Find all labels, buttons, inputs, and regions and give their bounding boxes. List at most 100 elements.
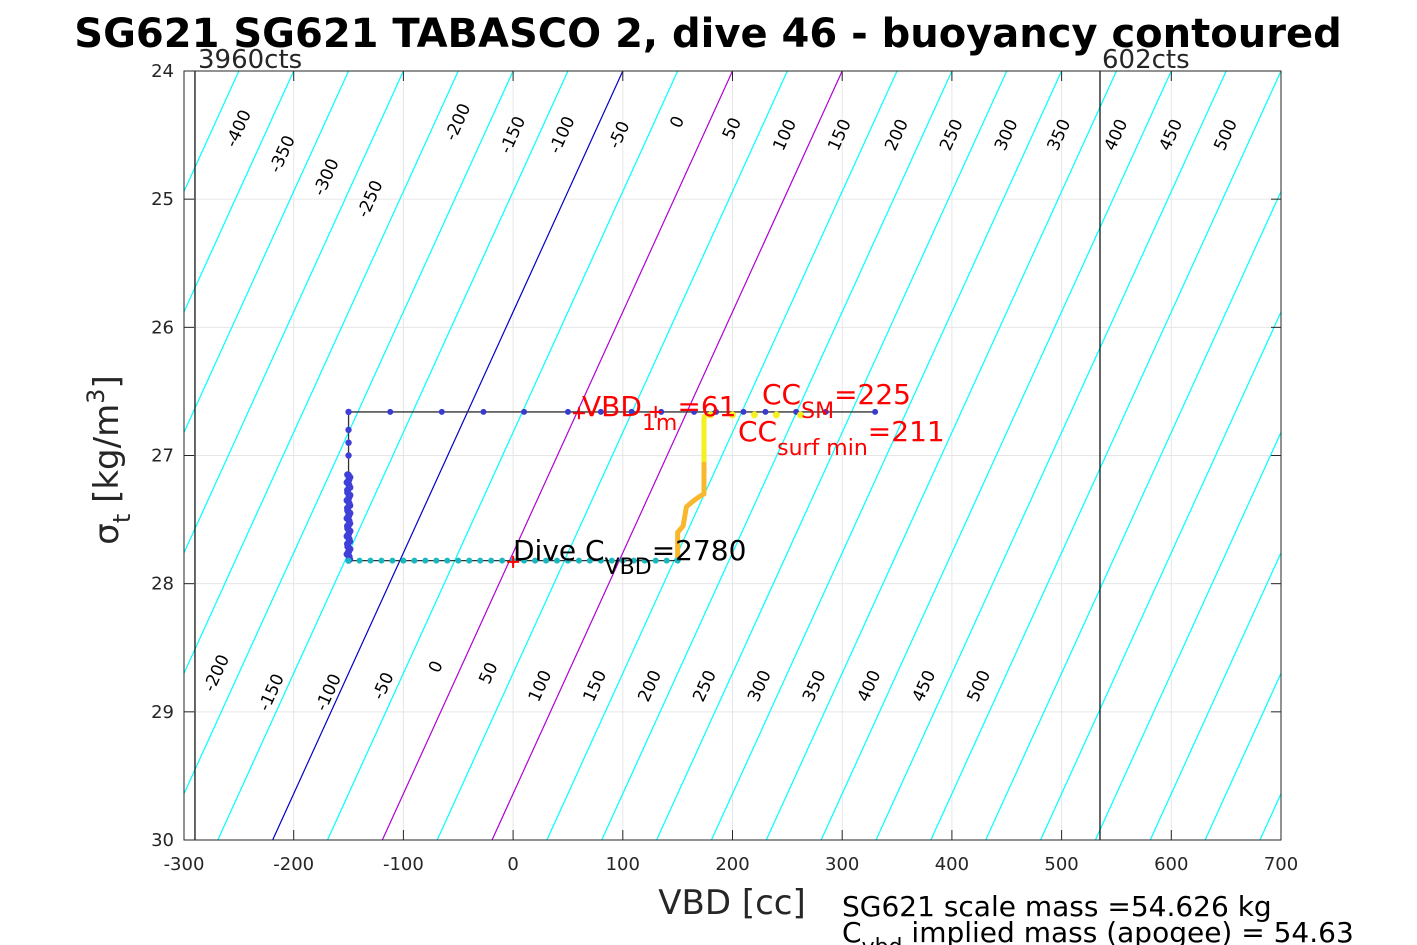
contour-label: -100: [545, 113, 579, 156]
contour-label: -350: [266, 133, 300, 176]
y-label-unit: [kg/m: [87, 404, 127, 514]
buoyancy-contours: [0, 71, 1281, 840]
bottom-point: [521, 557, 528, 564]
buoyancy-contour-line: [491, 71, 843, 840]
y-tick-label: 29: [151, 702, 174, 723]
cc-surf-main: CC: [738, 415, 777, 448]
vbd-1m-annotation: VBD1m=61: [582, 390, 736, 436]
bottom-point: [345, 557, 352, 564]
vbd-1m-main: VBD: [582, 390, 642, 423]
top-point: [872, 408, 879, 415]
y-tick-label: 27: [151, 446, 174, 467]
x-axis-label: VBD [cc]: [658, 883, 806, 923]
contour-label: 50: [719, 115, 746, 143]
buoyancy-contour-line: [765, 71, 1117, 840]
buoyancy-contour-line: [656, 71, 1008, 840]
contour-label: 50: [475, 659, 502, 687]
limit-label-right: 602cts: [1102, 45, 1190, 75]
bottom-point: [575, 557, 582, 564]
contour-label: -300: [310, 156, 344, 199]
surface-point: [707, 411, 715, 419]
contour-label: -50: [605, 118, 635, 152]
implied-mass-sub: vbd: [862, 935, 903, 945]
y-tick-label: 30: [151, 830, 174, 851]
cc-sm-value: =225: [834, 378, 911, 411]
dive-cvbd-annotation: Dive CVBD=2780: [513, 534, 746, 580]
contour-label: 350: [1044, 116, 1076, 154]
contour-label: 450: [909, 667, 941, 705]
buoyancy-contour-line: [546, 71, 898, 840]
top-point: [713, 408, 720, 415]
x-tick-label: 600: [1154, 854, 1188, 875]
vbd-limit-lines: [194, 71, 1101, 840]
x-tick-label: -200: [273, 854, 314, 875]
bottom-point: [477, 557, 484, 564]
descent-point: [345, 439, 352, 446]
buoyancy-contour-line: [930, 71, 1281, 840]
buoyancy-contour-line: [1039, 310, 1281, 840]
y-tick-label: 26: [151, 317, 174, 338]
y-tick-label: 28: [151, 574, 174, 595]
buoyancy-contour-line: [710, 71, 1063, 840]
contour-label: -200: [200, 652, 234, 695]
contour-label: 100: [525, 667, 557, 705]
bottom-point: [499, 557, 506, 564]
contour-label: 250: [936, 116, 968, 154]
bottom-point: [630, 557, 637, 564]
cvbd-main: Dive C: [513, 534, 605, 567]
bottom-point: [608, 557, 615, 564]
y-label-sub: t: [108, 514, 136, 523]
surface-point: [750, 411, 758, 419]
bottom-point: [411, 557, 418, 564]
axis-ticks: -300 -200 -100 0 100 200 300 400 500 600 700242526…: [151, 61, 1298, 875]
x-tick-label: -100: [383, 854, 424, 875]
buoyancy-contour-line: [184, 71, 459, 675]
buoyancy-contour-line: [184, 71, 404, 555]
implied-mass-rest: implied mass (apogee) = 54.63: [903, 916, 1354, 945]
descent-point: [345, 408, 352, 416]
bottom-point: [553, 557, 560, 564]
contour-label: 500: [1210, 116, 1242, 154]
buoyancy-contour-line: [184, 71, 295, 314]
scale-mass-note: SG621 scale mass =54.626 kg: [842, 890, 1272, 923]
bottom-point: [564, 557, 571, 564]
contour-label: 100: [769, 116, 801, 154]
buoyancy-contour-line: [1149, 551, 1281, 840]
cc-surf-sub: surf min: [777, 436, 868, 461]
bottom-point: [543, 557, 550, 564]
descent-point: [345, 452, 352, 459]
limit-label-left: 3960cts: [198, 45, 302, 75]
bottom-point: [356, 557, 363, 564]
top-point: [762, 408, 769, 415]
buoyancy-contour-line: [272, 71, 624, 840]
x-tick-label: -300: [164, 854, 205, 875]
red-markers: [507, 405, 662, 568]
contour-label: 300: [991, 116, 1023, 154]
bottom-point: [400, 557, 407, 564]
buoyancy-contour-line: [217, 71, 569, 840]
buoyancy-contour-line: [601, 71, 953, 840]
cvbd-value: =2780: [652, 534, 747, 567]
buoyancy-contour-line: [1204, 671, 1281, 840]
bottom-point: [488, 557, 495, 564]
descent-point: [345, 426, 352, 434]
bottom-point: [586, 557, 593, 564]
contour-label: 450: [1155, 116, 1187, 154]
contour-label: -50: [369, 669, 399, 703]
bottom-point: [455, 557, 462, 564]
top-point: [597, 408, 604, 415]
cc-sm-main: CC: [762, 378, 801, 411]
implied-mass-main: C: [842, 916, 862, 945]
contour-label: 150: [824, 116, 856, 154]
buoyancy-contour-line: [0, 71, 19, 840]
y-label-sup: 3: [82, 389, 110, 404]
bottom-point: [619, 557, 626, 564]
bottom-point: [652, 557, 659, 564]
dive-track: [347, 411, 876, 562]
contour-label: 0: [666, 113, 689, 131]
y-tick-label: 25: [151, 189, 174, 210]
top-point: [740, 408, 747, 415]
vbd-1m-sub: 1m: [642, 411, 677, 436]
chart-title: SG621 SG621 TABASCO 2, dive 46 - buoyanc…: [74, 11, 1341, 57]
